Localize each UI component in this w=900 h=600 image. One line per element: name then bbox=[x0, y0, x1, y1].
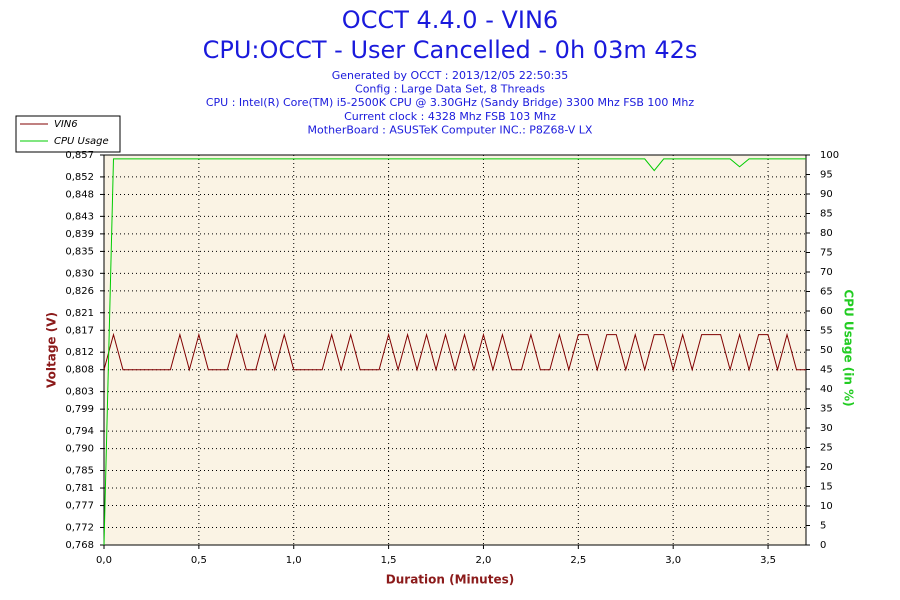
y-tick-label: 0,821 bbox=[65, 308, 94, 319]
y-tick-label: 0,799 bbox=[65, 404, 94, 415]
y2-tick-label: 5 bbox=[820, 521, 826, 532]
y-tick-label: 0,835 bbox=[65, 246, 94, 257]
legend bbox=[15, 115, 121, 153]
y-tick-label: 0,768 bbox=[65, 540, 94, 551]
y2-tick-label: 10 bbox=[820, 501, 833, 512]
y-axis-title: Voltage (V) bbox=[45, 312, 59, 388]
legend-label: CPU Usage bbox=[54, 136, 109, 147]
y-tick-label: 0,794 bbox=[65, 426, 94, 437]
x-tick-label: 0,5 bbox=[191, 555, 207, 566]
info-line: Generated by OCCT : 2013/12/05 22:50:35 bbox=[332, 69, 569, 82]
y-tick-label: 0,839 bbox=[65, 229, 94, 240]
y2-tick-label: 0 bbox=[820, 540, 826, 551]
y2-tick-label: 95 bbox=[820, 170, 833, 181]
chart-title: OCCT 4.4.0 - VIN6 bbox=[342, 6, 558, 34]
series-line bbox=[103, 158, 806, 546]
y2-tick-label: 20 bbox=[820, 462, 833, 473]
y2-tick-label: 40 bbox=[820, 384, 833, 395]
y2-tick-label: 50 bbox=[820, 345, 833, 356]
y2-tick-label: 85 bbox=[820, 209, 833, 220]
y2-tick-label: 75 bbox=[820, 248, 833, 259]
y2-tick-label: 80 bbox=[820, 228, 833, 239]
legend-box bbox=[15, 115, 121, 153]
x-tick-label: 1,5 bbox=[381, 555, 397, 566]
y-tick-label: 0,772 bbox=[65, 522, 94, 533]
y-tick-label: 0,826 bbox=[65, 286, 94, 297]
y2-tick-label: 35 bbox=[820, 404, 833, 415]
y2-tick-label: 100 bbox=[820, 150, 839, 161]
y2-tick-label: 60 bbox=[820, 306, 833, 317]
y2-tick-label: 90 bbox=[820, 189, 833, 200]
info-line: CPU : Intel(R) Core(TM) i5-2500K CPU @ 3… bbox=[206, 96, 694, 109]
y-tick-label: 0,830 bbox=[65, 268, 94, 279]
y-tick-label: 0,790 bbox=[65, 444, 94, 455]
y-tick-label: 0,812 bbox=[65, 347, 94, 358]
plot-area bbox=[103, 154, 807, 546]
x-tick-label: 2,5 bbox=[570, 555, 586, 566]
chart-subtitle: CPU:OCCT - User Cancelled - 0h 03m 42s bbox=[203, 36, 698, 64]
y2-axis-title: CPU Usage (in %) bbox=[842, 289, 856, 406]
y2-tick-label: 25 bbox=[820, 443, 833, 454]
x-axis-title: Duration (Minutes) bbox=[386, 573, 514, 587]
legend-label: VIN6 bbox=[54, 119, 78, 130]
y2-tick-label: 30 bbox=[820, 423, 833, 434]
y2-tick-label: 70 bbox=[820, 267, 833, 278]
y2-tick-label: 15 bbox=[820, 482, 833, 493]
y2-tick-label: 55 bbox=[820, 326, 833, 337]
y-tick-label: 0,843 bbox=[65, 211, 94, 222]
x-tick-label: 0,0 bbox=[96, 555, 112, 566]
y-tick-label: 0,785 bbox=[65, 466, 94, 477]
y-tick-label: 0,848 bbox=[65, 189, 94, 200]
series-line bbox=[103, 332, 806, 372]
y-tick-label: 0,857 bbox=[65, 150, 94, 161]
y2-tick-label: 65 bbox=[820, 287, 833, 298]
x-tick-label: 2,0 bbox=[476, 555, 492, 566]
y-tick-label: 0,817 bbox=[65, 325, 94, 336]
x-tick-label: 3,5 bbox=[760, 555, 776, 566]
info-line: MotherBoard : ASUSTeK Computer INC.: P8Z… bbox=[308, 123, 593, 136]
y-tick-label: 0,781 bbox=[65, 483, 94, 494]
y2-tick-label: 45 bbox=[820, 365, 833, 376]
y-tick-label: 0,803 bbox=[65, 387, 94, 398]
y-tick-label: 0,777 bbox=[65, 501, 94, 512]
info-line: Config : Large Data Set, 8 Threads bbox=[355, 83, 545, 96]
x-tick-label: 3,0 bbox=[665, 555, 681, 566]
y-tick-label: 0,852 bbox=[65, 172, 94, 183]
info-line: Current clock : 4328 Mhz FSB 103 Mhz bbox=[344, 110, 556, 123]
x-tick-label: 1,0 bbox=[286, 555, 302, 566]
y-tick-label: 0,808 bbox=[65, 365, 94, 376]
